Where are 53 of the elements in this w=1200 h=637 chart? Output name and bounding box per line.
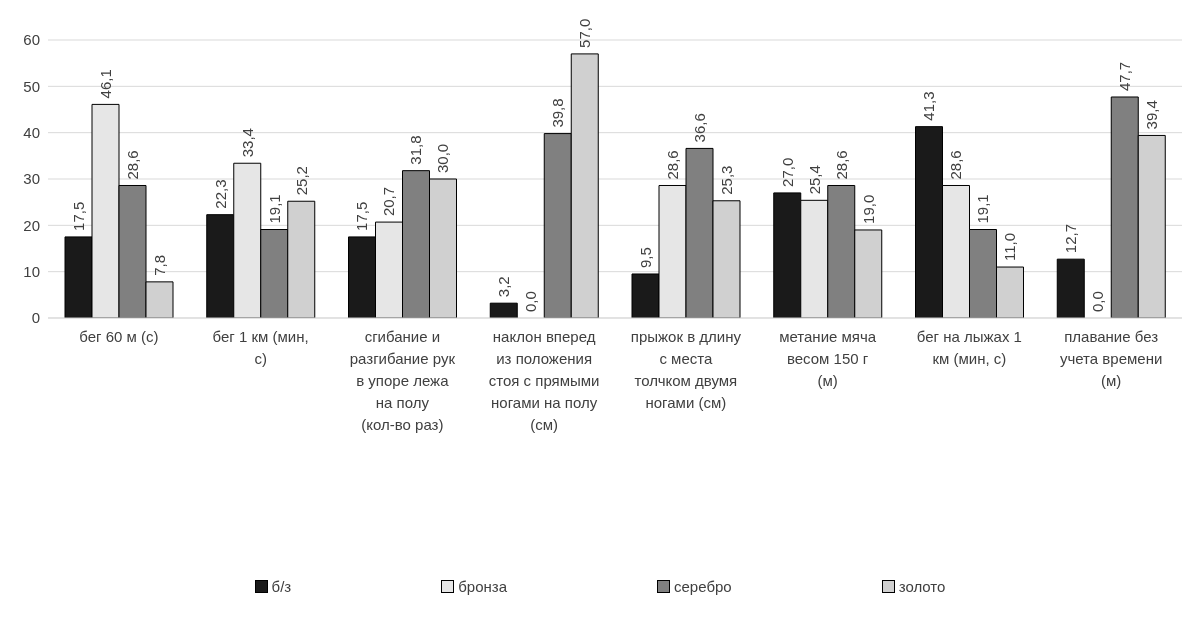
data-label: 31,8 [407, 135, 425, 165]
data-label: 25,2 [292, 166, 310, 196]
data-label: 25,4 [805, 165, 823, 195]
data-label: 9,5 [636, 247, 654, 268]
data-label: 0,0 [1089, 291, 1107, 312]
x-tick-label: бег 60 м (с) [79, 328, 159, 345]
x-tick-label: метание мяча весом 150 г (м) [779, 328, 877, 389]
data-label: 0,0 [522, 291, 540, 312]
data-label: 22,3 [211, 179, 229, 209]
data-label: 27,0 [778, 157, 796, 187]
y-tick-label: 30 [23, 170, 40, 188]
data-label: 12,7 [1062, 223, 1080, 254]
data-label: 19,1 [265, 194, 283, 224]
legend-label: б/з [271, 578, 292, 595]
data-label: 28,6 [663, 150, 681, 180]
x-tick-label: бег на лыжах 1 км (мин, с) [916, 328, 1022, 367]
x-tick-label: сгибание и разгибание рук в упоре лежа на полу (кол-во раз) [349, 328, 456, 433]
data-label: 46,1 [96, 69, 114, 99]
x-tick-label: наклон вперед из положения стоя с прямыми ногами на полу (см) [488, 328, 600, 433]
y-tick-label: 40 [23, 123, 40, 141]
data-label: 20,7 [380, 186, 398, 217]
data-label: 19,1 [974, 194, 992, 224]
data-label: 17,5 [353, 201, 371, 231]
data-label: 11,0 [1001, 232, 1019, 262]
data-label: 33,4 [238, 128, 256, 158]
y-tick-label: 0 [31, 309, 40, 327]
data-label: 30,0 [434, 143, 452, 173]
data-label: 3,2 [495, 276, 513, 298]
data-label: 57,0 [576, 18, 594, 48]
data-label: 28,6 [947, 150, 965, 180]
y-tick-label: 10 [23, 262, 40, 280]
x-tick-label: прыжок в длину с места толчком двумя ногами (см) [630, 328, 742, 411]
data-label: 28,6 [832, 150, 850, 180]
data-label: 39,4 [1143, 100, 1161, 130]
legend-label: бронза [458, 578, 508, 595]
bar [1056, 258, 1085, 318]
x-tick-label: бег 1 км (мин, с) [212, 328, 309, 367]
data-label: 41,3 [920, 91, 938, 121]
bar [489, 302, 518, 318]
legend-label: золото [898, 578, 946, 595]
data-label: 17,5 [69, 201, 87, 231]
data-label: 25,3 [717, 165, 735, 195]
x-tick-label: плавание без учета времени (м) [1059, 328, 1163, 389]
y-tick-label: 20 [23, 216, 40, 234]
data-label: 36,6 [690, 113, 708, 143]
data-label: 19,0 [859, 194, 877, 224]
data-label: 28,6 [123, 150, 141, 180]
data-label: 39,8 [549, 98, 567, 128]
data-label: 47,7 [1116, 61, 1134, 91]
data-label: 7,8 [150, 255, 168, 276]
y-tick-label: 50 [23, 77, 40, 95]
legend-label: серебро [674, 578, 732, 595]
y-tick-label: 60 [23, 31, 40, 49]
